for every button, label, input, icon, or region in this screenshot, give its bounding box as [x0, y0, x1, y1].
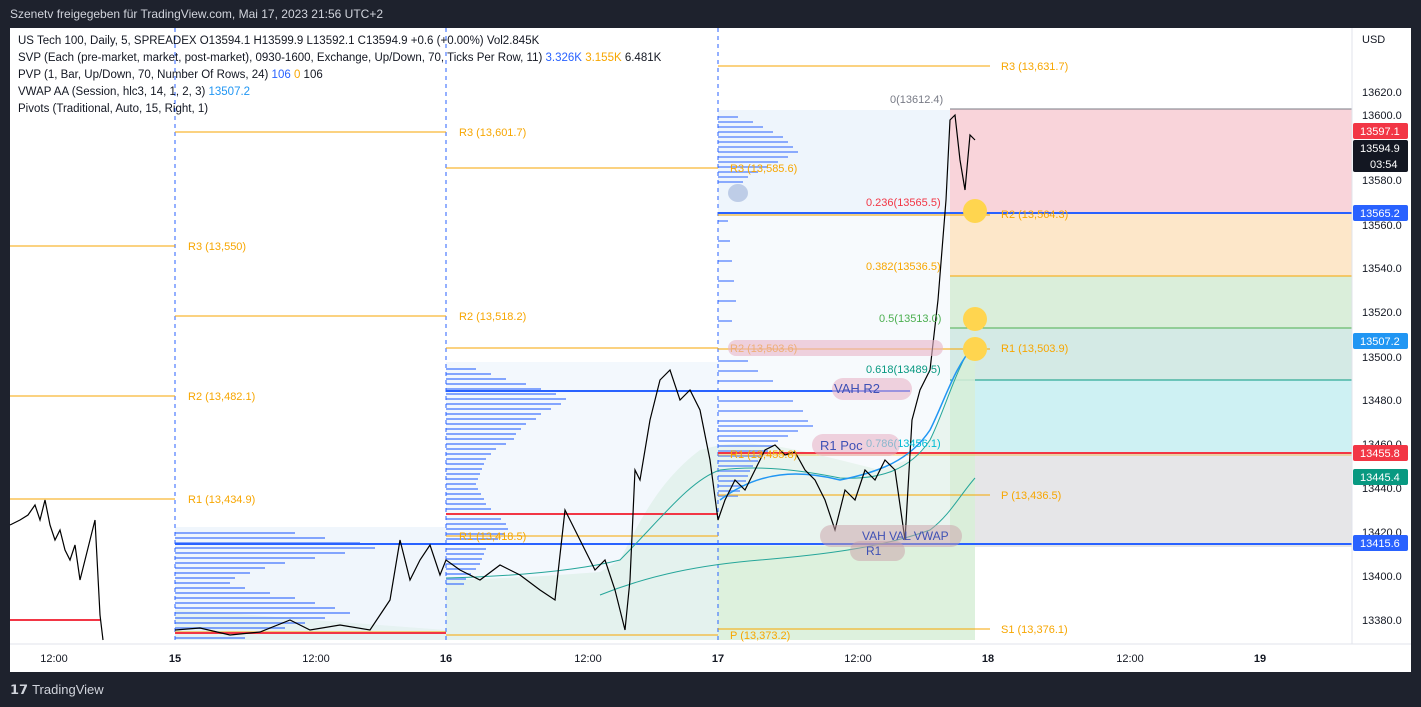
price-badge: 13445.4	[1353, 469, 1408, 485]
price-tick-label: 13380.0	[1362, 615, 1402, 627]
fib-zone-0382-05	[950, 276, 1352, 328]
annotation-r1-low-bg	[850, 541, 905, 561]
legend-vwap[interactable]: VWAP AA (Session, hlc3, 14, 1, 2, 3) 135…	[18, 86, 251, 98]
footer-bar: 𝟭𝟳 TradingView	[0, 672, 1421, 707]
pivot-label: R1 (13,434.9)	[188, 494, 255, 506]
svg-text:13597.1: 13597.1	[1360, 126, 1400, 138]
pivot-label: R2 (13,518.2)	[459, 311, 526, 323]
marker-circle-r2	[963, 199, 987, 223]
svg-text:13507.2: 13507.2	[1360, 336, 1400, 348]
vwap-blue-line	[719, 344, 976, 501]
annotation-r1-poc-bg	[812, 434, 900, 456]
price-tick-label: 13620.0	[1362, 87, 1402, 99]
marker-circle-r1	[963, 337, 987, 361]
time-tick-label: 15	[169, 653, 181, 665]
svg-text:03:54: 03:54	[1370, 159, 1398, 171]
pivot-label: S1 (13,376.1)	[1001, 624, 1068, 636]
price-badge: 13455.8	[1353, 445, 1408, 461]
vwap-lower-band	[599, 477, 976, 596]
svg-text:13455.8: 13455.8	[1360, 448, 1400, 460]
pivot-label: P (13,373.2)	[730, 630, 790, 642]
price-badge: 13507.2	[1353, 333, 1408, 349]
price-tick-label: 13440.0	[1362, 483, 1402, 495]
price-badge: 13594.9 03:54	[1353, 140, 1408, 172]
time-tick-label: 19	[1254, 653, 1266, 665]
fib-zone-0236-0382	[950, 213, 1352, 276]
price-tick-label: 13500.0	[1362, 352, 1402, 364]
price-badge: 13415.6	[1353, 535, 1408, 551]
marker-circle-05	[963, 307, 987, 331]
pivot-label: P (13,436.5)	[1001, 490, 1061, 502]
fib-zone-0618-0786	[950, 380, 1352, 453]
pivot-label: R1 (13,455.8)	[730, 449, 797, 461]
legend-pivots[interactable]: Pivots (Traditional, Auto, 15, Right, 1)	[18, 103, 209, 115]
time-tick-label: 12:00	[302, 653, 330, 665]
legend-symbol[interactable]: US Tech 100, Daily, 5, SPREADEX O13594.1…	[18, 35, 540, 47]
price-tick-label: 13580.0	[1362, 175, 1402, 187]
time-scale-bg	[10, 644, 1352, 672]
pivot-label: R2 (13,564.3)	[1001, 209, 1068, 221]
poc-highlight-d17	[728, 184, 748, 202]
time-tick-label: 12:00	[40, 653, 68, 665]
fib-label: 0(13612.4)	[890, 94, 943, 106]
legend-pvp[interactable]: PVP (1, Bar, Up/Down, 70, Number Of Rows…	[18, 69, 323, 81]
currency-label: USD	[1362, 34, 1386, 46]
annotation-vah-r2: VAH R2	[834, 381, 880, 396]
fib-label: 0.5(13513.0)	[879, 313, 941, 325]
annotation-vah-r2-bg	[832, 378, 912, 400]
price-tick-label: 13540.0	[1362, 263, 1402, 275]
fib-zone-05-0618	[950, 328, 1352, 380]
annotation-vah-val-vwap: VAH VAL VWAP	[862, 529, 949, 543]
share-header: Szenetv freigegeben für TradingView.com,…	[0, 0, 1421, 28]
fib-label: 0.618(13489.5)	[866, 364, 941, 376]
time-tick-label: 16	[440, 653, 452, 665]
price-tick-label: 13600.0	[1362, 110, 1402, 122]
annotation-r1-low: R1	[866, 544, 882, 558]
pivot-label: R3 (13,631.7)	[1001, 61, 1068, 73]
annotation-vah-val-vwap-bg	[820, 525, 962, 547]
time-tick-label: 12:00	[1116, 653, 1144, 665]
time-tick-label: 17	[712, 653, 724, 665]
fib-label: 0.236(13565.5)	[866, 197, 941, 209]
fib-zone-0-0236	[950, 109, 1352, 213]
share-text: Szenetv freigegeben für TradingView.com,…	[10, 7, 384, 21]
volume-profile-d16	[446, 368, 566, 585]
price-tick-label: 13560.0	[1362, 220, 1402, 232]
svg-text:13445.4: 13445.4	[1360, 472, 1400, 484]
time-tick-label: 18	[982, 653, 994, 665]
fib-label: 0.382(13536.5)	[866, 261, 941, 273]
legend-svp[interactable]: SVP (Each (pre-market, market, post-mark…	[18, 52, 662, 64]
annotation-r2-d17-bg	[728, 340, 943, 356]
price-tick-label: 13520.0	[1362, 307, 1402, 319]
price-line	[9, 113, 976, 641]
tradingview-logo[interactable]: 𝟭𝟳 TradingView	[10, 682, 104, 697]
tv-mark-icon: 𝟭𝟳	[10, 682, 29, 697]
pivot-label: R3 (13,585.6)	[730, 163, 797, 175]
svg-text:13594.9: 13594.9	[1360, 143, 1400, 155]
pivot-label: R3 (13,601.7)	[459, 127, 526, 139]
price-tick-label: 13400.0	[1362, 571, 1402, 583]
price-tick-label: 13480.0	[1362, 395, 1402, 407]
fib-zone-0786-1	[950, 453, 1352, 547]
svg-text:13415.6: 13415.6	[1360, 538, 1400, 550]
svg-text:13565.2: 13565.2	[1360, 208, 1400, 220]
pivot-label: R1 (13,418.5)	[459, 531, 526, 543]
time-tick-label: 12:00	[844, 653, 872, 665]
pivot-label: R1 (13,503.9)	[1001, 343, 1068, 355]
pivot-label: R2 (13,482.1)	[188, 391, 255, 403]
price-badge: 13565.2	[1353, 205, 1408, 221]
vwap-line	[445, 339, 976, 579]
pivot-label: R3 (13,550)	[188, 241, 246, 253]
time-tick-label: 12:00	[574, 653, 602, 665]
price-badge: 13597.1	[1353, 123, 1408, 139]
indicator-legend[interactable]: US Tech 100, Daily, 5, SPREADEX O13594.1…	[18, 33, 661, 118]
annotation-r1-poc: R1 Poc	[820, 438, 863, 453]
